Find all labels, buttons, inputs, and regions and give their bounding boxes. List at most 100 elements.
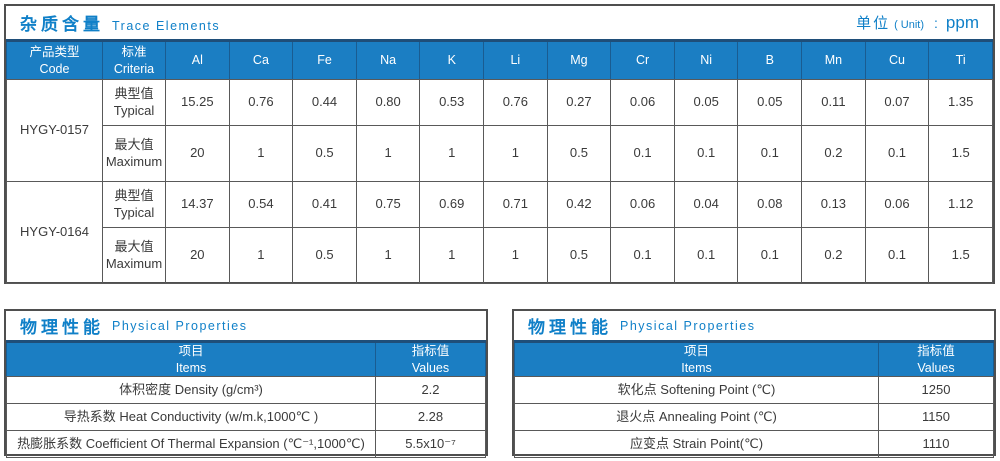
value-cell: 0.54 [228,181,294,228]
phys-right-title-zh: 物理性能 [528,318,612,337]
value-cell: 1 [483,125,548,182]
value-cell: 0.07 [864,79,930,126]
trace-header-row: 产品类型 Code 标准 Criteria Al Ca Fe Na K Li Mg … [6,39,993,80]
values-header-en: Values [917,360,955,375]
item-cell: 导热系数 Heat Conductivity (w/m.k,1000℃ ) [6,403,376,431]
item-cell: 体积密度 Density (g/cm³) [6,376,376,404]
code-header-zh: 产品类型 [29,45,80,60]
value-cell: 0.13 [801,181,866,228]
element-header-ti: Ti [928,39,993,80]
value-cell: 0.5 [292,227,357,284]
trace-title-en: Trace Elements [112,19,221,33]
value-cell: 2.28 [375,403,486,431]
element-header-k: K [419,39,485,80]
table-row-0157-maximum: 最大值 Maximum 20 1 0.5 1 1 1 0.5 0.1 0.1 0.… [7,125,993,182]
value-cell: 0.05 [737,79,803,126]
value-cell: 0.42 [546,181,612,228]
value-cell: 0.1 [673,227,739,284]
value-cell: 0.5 [292,125,357,182]
value-cell: 0.11 [801,79,866,126]
items-header-en: Items [681,360,712,375]
value-cell: 0.2 [801,125,866,182]
phys-left-header-row: 项目 Items 指标值 Values [6,340,486,377]
softening-point-row: 软化点 Softening Point (℃) 1250 [514,376,994,404]
physical-properties-left-table: 项目 Items 指标值 Values 体积密度 Density (g/cm³) 2… [6,340,486,458]
value-cell: 0.04 [673,181,739,228]
phys-right-title-bar: 物理性能 Physical Properties [514,311,994,340]
value-cell: 1.35 [928,79,993,126]
trace-elements-panel: 杂质含量 Trace Elements 单位 ( Unit) : ppm 产品类… [4,4,995,284]
unit-colon: : [934,15,938,31]
values-header-en: Values [411,360,450,375]
phys-left-title-zh: 物理性能 [20,318,104,337]
element-header-ca: Ca [228,39,294,80]
value-cell: 14.37 [165,181,230,228]
value-cell: 0.06 [864,181,930,228]
value-cell: 1150 [878,403,994,431]
items-header-en: Items [175,360,207,375]
element-header-cu: Cu [864,39,930,80]
items-header-zh: 项目 [178,344,204,359]
criteria-zh: 典型值 [114,85,154,101]
code-header-cell: 产品类型 Code [6,39,103,80]
criteria-en: Maximum [105,153,163,169]
criteria-cell: 典型值 Typical [102,79,166,126]
element-header-al: Al [165,39,230,80]
value-cell: 2.2 [375,376,486,404]
value-cell: 0.1 [864,227,930,284]
element-header-b: B [737,39,803,80]
value-cell: 0.05 [673,79,739,126]
annealing-point-row: 退火点 Annealing Point (℃) 1150 [514,403,994,431]
value-cell: 0.41 [292,181,357,228]
items-header-zh: 项目 [683,344,709,359]
table-row-0164-typical: HYGY-0164 典型值 Typical 14.37 0.54 0.41 0.7… [6,181,993,284]
physical-properties-left-panel: 物理性能 Physical Properties 项目 Items 指标值 Valu… [4,309,488,458]
criteria-en: Typical [113,204,155,220]
value-cell: 1 [355,125,421,182]
value-cell: 0.27 [546,79,612,126]
value-cell: 0.75 [355,181,421,228]
value-cell: 1.12 [928,181,993,228]
criteria-cell: 典型值 Typical [102,181,166,228]
value-cell: 0.71 [483,181,548,228]
value-cell: 1 [483,227,548,284]
item-cell: 应变点 Strain Point(℃) [514,430,879,458]
criteria-zh: 最大值 [114,136,154,152]
table-row-0157-typical: HYGY-0157 典型值 Typical 15.25 0.76 0.44 0.8… [6,79,993,182]
criteria-zh: 最大值 [114,238,154,254]
code-cell-0157: HYGY-0157 [6,79,103,182]
criteria-header-zh: 标准 [121,45,147,60]
element-header-na: Na [355,39,421,80]
criteria-cell: 最大值 Maximum [102,125,166,182]
criteria-cell: 最大值 Maximum [102,227,166,284]
thermal-expansion-row: 热膨胀系数 Coefficient Of Thermal Expansion (… [6,430,486,458]
value-cell: 1 [419,227,485,284]
value-cell: 0.1 [737,227,803,284]
value-cell: 0.69 [419,181,485,228]
values-header-zh: 指标值 [411,344,450,359]
unit-label: 单位 ( Unit) : ppm [856,12,979,33]
element-header-ni: Ni [673,39,739,80]
item-cell: 热膨胀系数 Coefficient Of Thermal Expansion (… [6,430,376,458]
trace-title-bar: 杂质含量 Trace Elements 单位 ( Unit) : ppm [6,6,993,39]
value-cell: 1.5 [928,227,993,284]
items-header-cell: 项目 Items [514,340,879,377]
values-header-cell: 指标值 Values [375,340,486,377]
item-cell: 退火点 Annealing Point (℃) [514,403,879,431]
element-header-mn: Mn [801,39,866,80]
criteria-header-cell: 标准 Criteria [102,39,166,80]
criteria-header-en: Criteria [113,61,155,76]
values-header-cell: 指标值 Values [878,340,994,377]
value-cell: 20 [165,227,230,284]
code-cell-0164: HYGY-0164 [6,181,103,284]
trace-title-zh: 杂质含量 [20,15,104,34]
value-cell: 15.25 [165,79,230,126]
unit-zh: 单位 [856,15,891,32]
value-cell: 0.1 [864,125,930,182]
values-header-zh: 指标值 [917,344,955,359]
physical-properties-right-table: 项目 Items 指标值 Values 软化点 Softening Point (℃… [514,340,994,458]
value-cell: 1 [228,227,294,284]
value-cell: 0.1 [737,125,803,182]
value-cell: 0.76 [228,79,294,126]
item-cell: 软化点 Softening Point (℃) [514,376,879,404]
